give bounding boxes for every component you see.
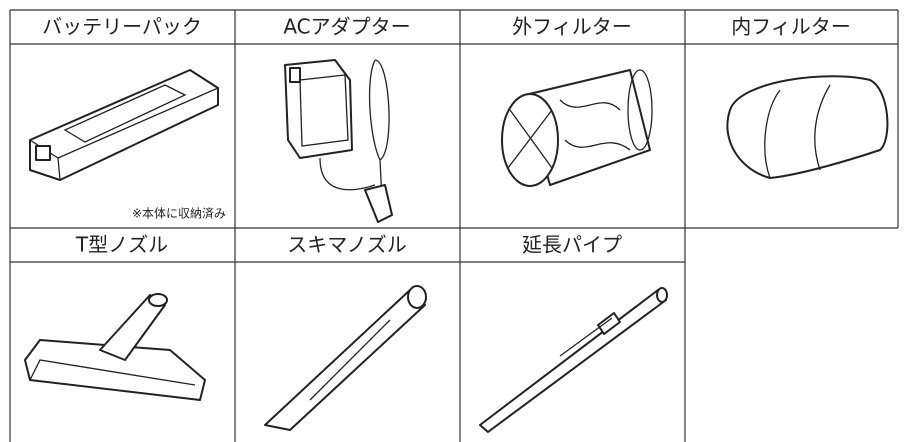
cell-label: 内フィルター	[731, 15, 851, 39]
cell-note: ※本体に収納済み	[132, 206, 226, 221]
pipe-illustration	[479, 287, 668, 433]
crevice-nozzle-illustration	[264, 285, 427, 431]
cell-label: ACアダプター	[283, 15, 410, 39]
cell-label: 外フィルター	[512, 15, 632, 39]
inner-filter-illustration	[726, 75, 889, 179]
cell-label: T型ノズル	[75, 233, 168, 257]
cell-label: スキマノズル	[287, 233, 406, 257]
cell-label: バッテリーパック	[42, 15, 202, 39]
adapter-illustration	[284, 59, 393, 223]
battery-illustration	[29, 69, 219, 181]
table-grid	[9, 9, 899, 442]
outer-filter-illustration	[501, 69, 653, 187]
cell-label: 延長パイプ	[522, 233, 622, 257]
t-nozzle-illustration	[24, 293, 206, 401]
